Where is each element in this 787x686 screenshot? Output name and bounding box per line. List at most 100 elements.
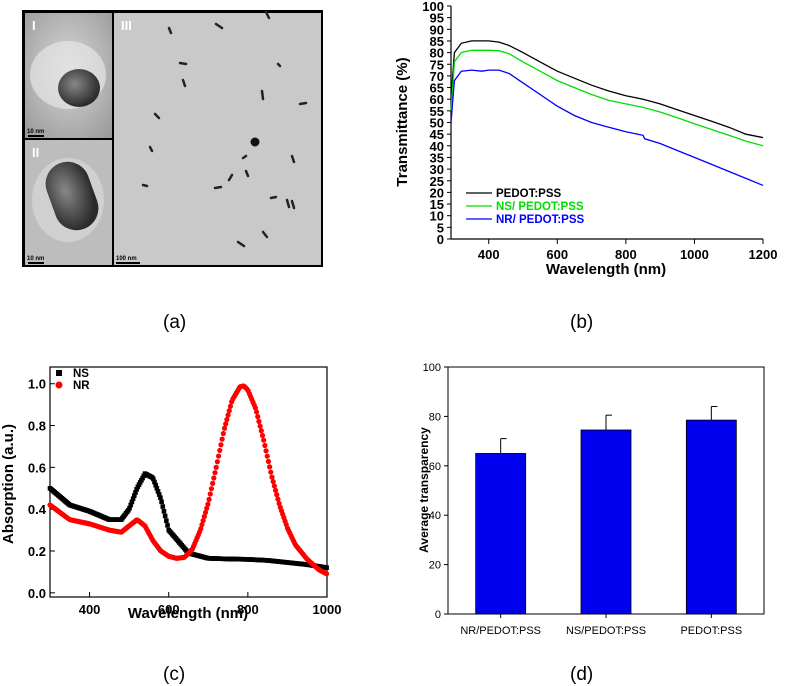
chart-c-point xyxy=(267,464,273,470)
chart-d-category-label: NR/PEDOT:PSS xyxy=(460,625,541,637)
chart-c-point xyxy=(211,475,217,481)
chart-b-xlabel: Wavelength (nm) xyxy=(546,261,666,278)
chart-b-ytick-label: 20 xyxy=(430,185,444,200)
chart-c-point xyxy=(213,464,219,470)
chart-d-ytick-label: 20 xyxy=(429,560,441,572)
chart-b-ytick-label: 15 xyxy=(430,197,444,212)
chart-c-point xyxy=(215,453,222,459)
chart-d-ytick-label: 100 xyxy=(423,362,441,374)
chart-c-point xyxy=(206,496,212,502)
chart-c-point xyxy=(275,496,281,502)
chart-c-point xyxy=(219,436,225,442)
chart-b-ytick-label: 85 xyxy=(430,34,444,49)
chart-c-point xyxy=(259,432,266,439)
chart-c-point xyxy=(265,458,272,465)
chart-c-point xyxy=(256,418,262,424)
chart-c-ytick-label: 0.0 xyxy=(28,586,46,601)
chart-b-ylabel: Transmittance (%) xyxy=(394,57,411,186)
chart-c-point xyxy=(153,482,158,488)
chart-d-category-label: PEDOT:PSS xyxy=(680,625,742,637)
chart-c-point xyxy=(208,486,215,492)
chart-c-point xyxy=(272,487,279,493)
chart-c-legend-swatch xyxy=(55,381,63,389)
chart-c-point xyxy=(165,523,170,528)
chart-b-ytick-label: 80 xyxy=(430,46,444,61)
chart-b-ytick-label: 65 xyxy=(430,81,444,96)
chart-c-legend-label: NR xyxy=(73,380,90,392)
chart-b-ytick-label: 75 xyxy=(430,57,444,72)
chart-b-ytick-label: 40 xyxy=(430,139,444,154)
chart-b-legend-label: NR/ PEDOT:PSS xyxy=(496,214,585,226)
chart-b-ytick-label: 10 xyxy=(430,209,444,224)
chart-c-point xyxy=(324,565,329,570)
chart-c-point xyxy=(258,428,264,434)
chart-d-ytick-label: 80 xyxy=(429,411,441,423)
chart-c-point xyxy=(204,505,210,511)
chart-c-point xyxy=(225,412,231,418)
chart-d-bar xyxy=(475,453,527,615)
chart-c-point xyxy=(161,508,167,514)
chart-c-point xyxy=(130,496,136,502)
chart-c-point xyxy=(253,409,260,415)
chart-c-point xyxy=(269,474,275,480)
chart-c-point xyxy=(131,493,137,498)
chart-c-point xyxy=(128,502,134,508)
chart-c-point xyxy=(205,501,211,507)
chart-c-point xyxy=(271,483,277,489)
chart-d-ytick-label: 40 xyxy=(429,510,441,522)
chart-c-point xyxy=(255,414,261,420)
chart-b-series-line-0 xyxy=(450,40,764,139)
chart-b-xtick-label: 1000 xyxy=(680,247,709,262)
chart-b-series-line-1 xyxy=(450,49,764,147)
chart-b-ytick-label: 35 xyxy=(430,150,444,165)
chart-b-xtick-label: 1200 xyxy=(749,247,778,262)
chart-b-series-line-2 xyxy=(450,69,764,187)
chart-c-point xyxy=(152,479,157,485)
chart-c-ytick-label: 0.2 xyxy=(28,544,46,559)
chart-d-ytick-label: 0 xyxy=(435,609,441,621)
chart-c-point xyxy=(156,492,162,497)
chart-d-category-label: NS/PEDOT:PSS xyxy=(566,625,646,637)
chart-c-xtick-label: 800 xyxy=(237,602,259,617)
chart-c-point xyxy=(159,499,164,505)
chart-c-ytick-label: 0.4 xyxy=(28,502,47,517)
chart-c-point xyxy=(214,459,220,465)
chart-c-point xyxy=(257,423,263,429)
chart-c-xtick-label: 1000 xyxy=(313,602,342,617)
chart-c-point xyxy=(224,416,230,423)
chart-c-point xyxy=(227,403,234,409)
chart-d-bar xyxy=(685,419,737,615)
chart-c-ytick-label: 0.6 xyxy=(28,460,46,475)
chart-b-ytick-label: 0 xyxy=(437,232,444,247)
chart-c-point xyxy=(133,490,138,495)
chart-c-legend-label: NS xyxy=(73,368,89,380)
chart-c-point xyxy=(210,480,216,486)
chart-b-ytick-label: 45 xyxy=(430,127,444,142)
chart-c-point xyxy=(263,448,269,454)
chart-d-ytick-label: 60 xyxy=(429,461,441,473)
chart-c-point xyxy=(270,478,276,485)
chart-b-legend-label: PEDOT:PSS xyxy=(496,188,562,200)
chart-c-point xyxy=(164,518,169,523)
chart-b-ytick-label: 95 xyxy=(430,11,444,26)
chart-b-legend-label: NS/ PEDOT:PSS xyxy=(496,201,584,213)
chart-c-legend-swatch xyxy=(56,370,62,376)
chart-c-point xyxy=(264,453,270,459)
chart-c-point xyxy=(226,408,232,414)
chart-b-ytick-label: 90 xyxy=(430,22,444,37)
chart-c-point xyxy=(160,504,166,509)
chart-c-point xyxy=(217,447,223,454)
chart-b-ytick-label: 30 xyxy=(430,162,444,177)
chart-c-ytick-label: 0.8 xyxy=(28,419,46,434)
chart-c-frame xyxy=(49,366,328,598)
chart-c-point xyxy=(127,505,132,511)
chart-c-point xyxy=(223,421,229,427)
chart-b-xtick-label: 400 xyxy=(478,247,500,262)
chart-d-ylabel: Average transparency xyxy=(417,427,431,553)
chart-c-point xyxy=(129,499,135,505)
chart-c-point xyxy=(218,442,224,448)
chart-c-point xyxy=(199,522,205,528)
